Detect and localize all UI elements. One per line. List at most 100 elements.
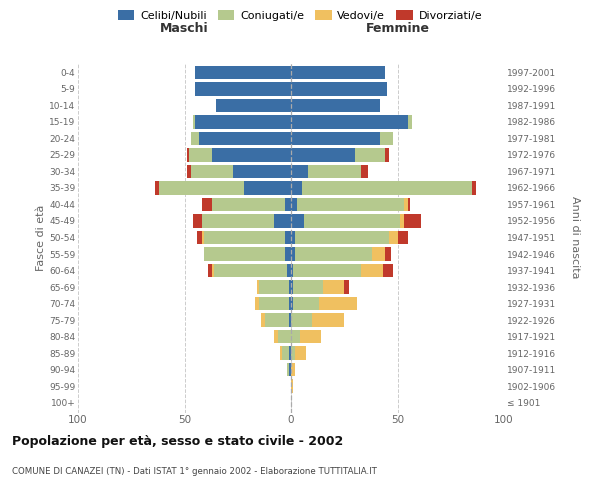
Bar [291, 247, 372, 261]
Bar [291, 264, 383, 278]
Bar [291, 346, 306, 360]
Bar [289, 297, 291, 310]
Bar [287, 264, 291, 278]
Bar [291, 164, 368, 178]
Bar [187, 164, 291, 178]
Bar [289, 363, 291, 376]
Bar [208, 264, 291, 278]
Bar [195, 115, 291, 128]
Bar [291, 314, 344, 327]
Bar [193, 115, 291, 128]
Bar [291, 330, 299, 344]
Bar [291, 363, 295, 376]
Bar [291, 82, 387, 96]
Bar [203, 247, 291, 261]
Bar [197, 230, 291, 244]
Bar [261, 314, 291, 327]
Bar [191, 132, 291, 145]
Bar [202, 230, 291, 244]
Bar [291, 280, 323, 294]
Bar [203, 247, 291, 261]
Text: Popolazione per età, sesso e stato civile - 2002: Popolazione per età, sesso e stato civil… [12, 435, 343, 448]
Bar [191, 132, 291, 145]
Bar [191, 164, 291, 178]
Bar [291, 82, 387, 96]
Bar [217, 98, 291, 112]
Bar [291, 198, 404, 211]
Bar [195, 66, 291, 79]
Bar [284, 230, 291, 244]
Bar [261, 314, 291, 327]
Bar [291, 198, 408, 211]
Bar [291, 98, 380, 112]
Bar [217, 98, 291, 112]
Bar [291, 346, 306, 360]
Bar [280, 346, 291, 360]
Bar [291, 132, 393, 145]
Bar [195, 66, 291, 79]
Bar [195, 66, 291, 79]
Bar [291, 214, 421, 228]
Bar [291, 214, 304, 228]
Text: Maschi: Maschi [160, 22, 209, 35]
Bar [291, 280, 344, 294]
Bar [193, 115, 291, 128]
Bar [259, 280, 291, 294]
Bar [274, 330, 291, 344]
Bar [291, 82, 387, 96]
Bar [291, 132, 380, 145]
Bar [195, 82, 291, 96]
Bar [159, 181, 291, 194]
Bar [287, 363, 291, 376]
Bar [291, 66, 385, 79]
Bar [291, 98, 380, 112]
Bar [212, 148, 291, 162]
Bar [199, 132, 291, 145]
Bar [291, 164, 361, 178]
Bar [291, 148, 385, 162]
Bar [291, 132, 393, 145]
Bar [291, 380, 293, 393]
Bar [217, 98, 291, 112]
Bar [291, 164, 361, 178]
Bar [291, 380, 293, 393]
Bar [291, 297, 357, 310]
Bar [291, 214, 400, 228]
Bar [291, 230, 295, 244]
Text: Femmine: Femmine [365, 22, 430, 35]
Bar [291, 115, 412, 128]
Bar [191, 132, 291, 145]
Bar [291, 230, 408, 244]
Bar [212, 198, 291, 211]
Bar [291, 148, 355, 162]
Bar [291, 314, 313, 327]
Bar [195, 82, 291, 96]
Bar [287, 363, 291, 376]
Bar [289, 314, 291, 327]
Bar [291, 198, 298, 211]
Bar [202, 214, 291, 228]
Bar [274, 214, 291, 228]
Bar [291, 247, 385, 261]
Bar [291, 280, 293, 294]
Bar [278, 330, 291, 344]
Bar [193, 115, 291, 128]
Bar [291, 264, 393, 278]
Bar [291, 230, 389, 244]
Bar [291, 132, 393, 145]
Bar [202, 214, 291, 228]
Bar [291, 181, 476, 194]
Bar [265, 314, 291, 327]
Bar [244, 181, 291, 194]
Bar [212, 198, 291, 211]
Bar [214, 264, 291, 278]
Bar [284, 247, 291, 261]
Bar [291, 98, 380, 112]
Bar [291, 181, 472, 194]
Bar [202, 198, 291, 211]
Y-axis label: Anni di nascita: Anni di nascita [570, 196, 580, 278]
Bar [291, 98, 380, 112]
Bar [291, 230, 398, 244]
Legend: Celibi/Nubili, Coniugati/e, Vedovi/e, Divorziati/e: Celibi/Nubili, Coniugati/e, Vedovi/e, Di… [113, 6, 487, 25]
Bar [291, 346, 295, 360]
